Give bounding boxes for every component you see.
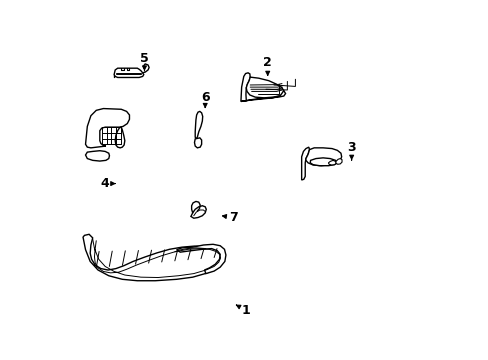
Polygon shape — [190, 206, 206, 218]
Polygon shape — [85, 109, 129, 148]
Polygon shape — [246, 77, 283, 98]
Text: 6: 6 — [201, 91, 209, 108]
Polygon shape — [328, 160, 336, 165]
Text: 1: 1 — [236, 304, 250, 317]
Text: 3: 3 — [346, 141, 355, 160]
Polygon shape — [301, 147, 309, 180]
Text: 4: 4 — [100, 177, 115, 190]
Text: 7: 7 — [222, 211, 237, 224]
Polygon shape — [194, 138, 201, 148]
Text: 2: 2 — [263, 55, 271, 75]
Polygon shape — [305, 148, 341, 166]
Polygon shape — [115, 127, 124, 148]
Polygon shape — [85, 151, 109, 161]
Polygon shape — [83, 234, 224, 281]
Polygon shape — [309, 158, 337, 166]
Polygon shape — [241, 91, 285, 102]
Polygon shape — [241, 73, 250, 102]
Polygon shape — [195, 111, 203, 139]
Polygon shape — [176, 244, 225, 274]
Text: 5: 5 — [140, 52, 148, 71]
Polygon shape — [335, 158, 341, 164]
Polygon shape — [114, 68, 143, 77]
